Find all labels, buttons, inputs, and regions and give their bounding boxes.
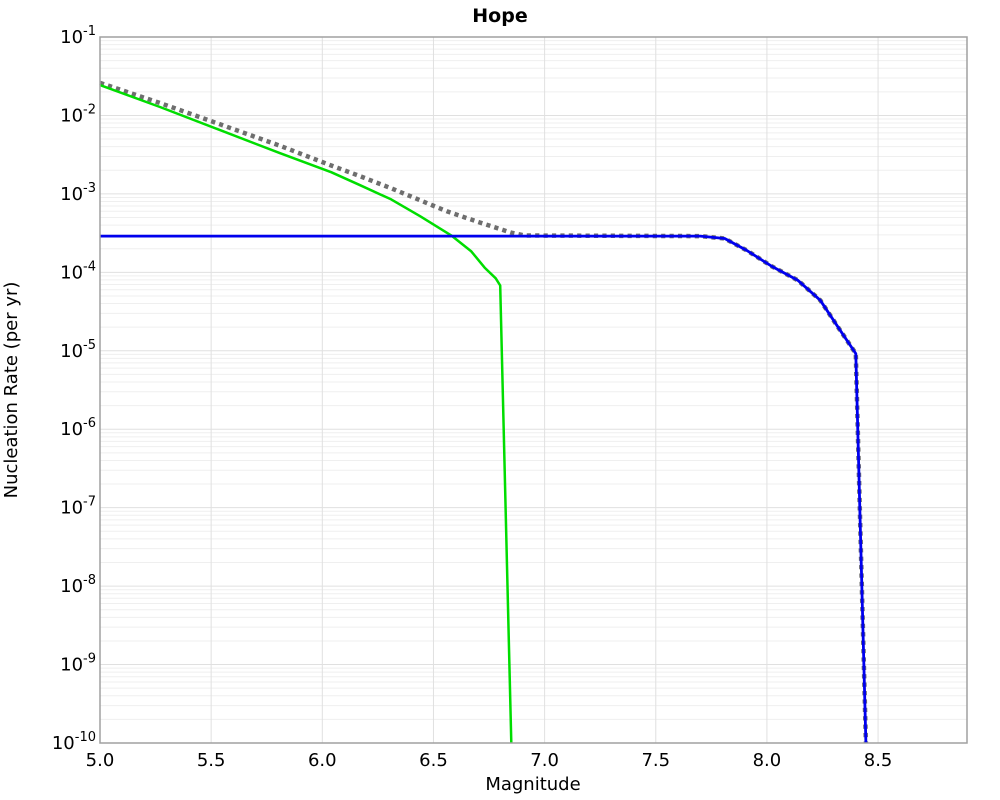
data-series [99,80,869,744]
x-tick-label: 7.5 [641,750,670,771]
y-tick-label: 10-1 [60,24,96,48]
x-axis-label: Magnitude [485,774,580,795]
x-tick-label: 6.0 [308,750,337,771]
y-tick-label: 10-7 [60,495,96,519]
x-tick-label: 8.5 [864,750,893,771]
y-tick-label: 10-3 [60,181,96,205]
chart-title: Hope [472,5,527,27]
total-rate-dotted-gray [99,80,869,744]
y-tick-label: 10-9 [60,652,96,676]
y-tick-label: 10-8 [60,573,96,597]
y-tick-label: 10-2 [60,102,96,126]
x-tick-labels: 5.0 5.5 6.0 6.5 7.0 7.5 8.0 8.5 [86,750,893,771]
axes-frame [99,36,968,744]
x-tick-label: 7.0 [530,750,559,771]
branch-rate-blue [100,234,868,744]
branch-rate-green [99,83,513,744]
x-tick-label: 5.5 [197,750,226,771]
x-tick-label: 6.5 [419,750,448,771]
plot-frame [99,36,968,744]
gridlines [100,36,967,744]
y-tick-labels: 10-1 10-2 10-3 10-4 10-5 10-6 10-7 10-8 10-9 10-1… [52,24,96,754]
y-tick-label: 10-10 [52,730,96,754]
x-tick-label: 8.0 [753,750,782,771]
y-axis-label: Nucleation Rate (per yr) [1,282,22,499]
x-tick-label: 5.0 [86,750,115,771]
y-tick-label: 10-6 [60,416,96,440]
y-tick-label: 10-5 [60,338,96,362]
y-tick-label: 10-4 [60,259,96,283]
